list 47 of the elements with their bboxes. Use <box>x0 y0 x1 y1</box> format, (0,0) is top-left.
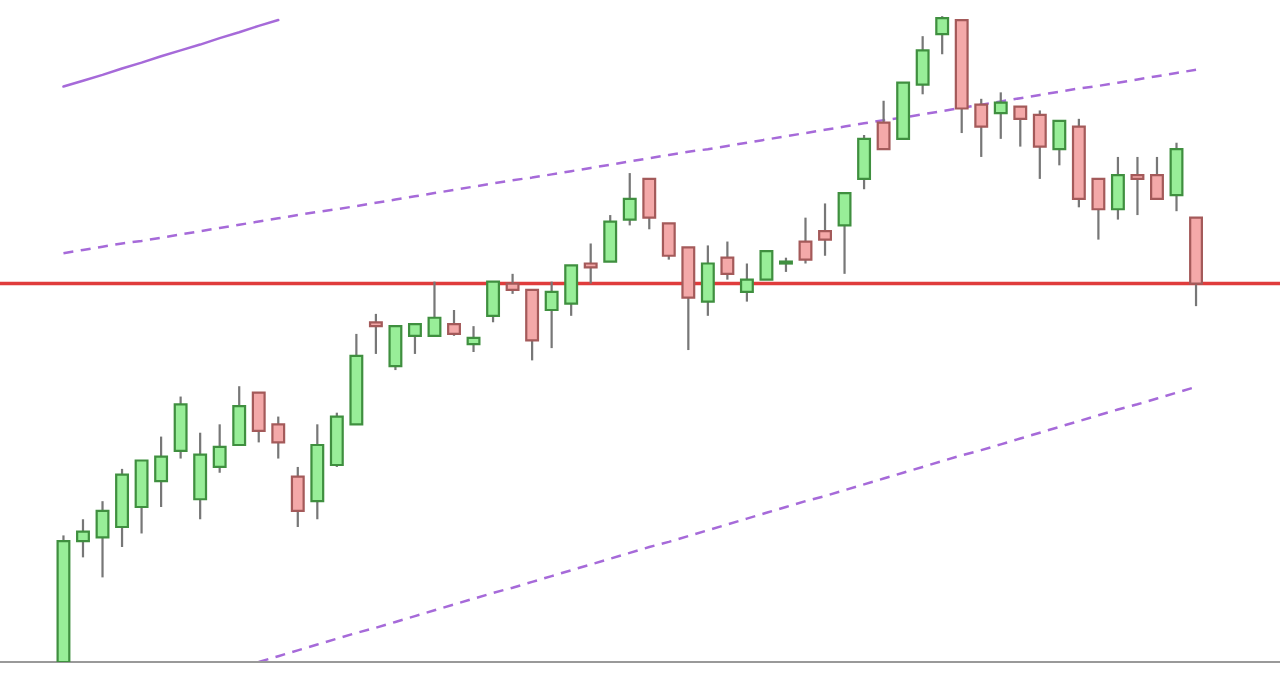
candlestick <box>1091 177 1106 241</box>
candlestick <box>544 280 559 350</box>
candlestick <box>876 99 891 151</box>
candlestick <box>603 213 618 263</box>
candlestick <box>1013 105 1028 148</box>
candlestick <box>857 133 872 191</box>
candlestick <box>622 171 637 227</box>
candlestick <box>564 264 579 317</box>
candlestick <box>700 244 715 317</box>
candlestick <box>251 391 266 444</box>
candlestick <box>95 500 110 579</box>
candlestick <box>720 240 735 281</box>
candlestick <box>993 91 1008 140</box>
candlestick <box>154 435 169 509</box>
candlestick <box>661 222 676 261</box>
candlestick <box>974 97 989 159</box>
candlestick <box>1169 141 1184 213</box>
candlestick <box>76 518 90 559</box>
candlestick <box>798 216 813 265</box>
candlestick <box>368 312 383 356</box>
candlestick <box>486 280 501 324</box>
candlestick <box>505 272 520 295</box>
candlestick <box>1150 155 1164 201</box>
candlestick <box>935 15 950 56</box>
candlestick <box>818 202 832 257</box>
candlestick <box>1052 119 1067 167</box>
candlestick <box>134 459 149 535</box>
candlestick <box>1032 109 1047 181</box>
candlestick <box>915 35 930 96</box>
candlestick <box>173 395 188 460</box>
candlestick <box>193 431 208 521</box>
candlestick <box>739 262 754 303</box>
candlestick <box>271 415 286 460</box>
candlestick <box>759 250 774 281</box>
candlestick <box>447 308 461 337</box>
candlestick <box>837 192 852 275</box>
candlestick <box>232 385 247 447</box>
candlestick <box>290 465 305 529</box>
candlestick <box>583 242 598 285</box>
candlestick <box>388 325 403 372</box>
candlestick <box>407 323 422 356</box>
candlestick <box>642 177 657 231</box>
candlestick <box>466 325 481 354</box>
candlestick <box>1130 155 1145 217</box>
candlestick <box>427 280 442 337</box>
candlestick <box>1110 155 1125 221</box>
candlestick <box>212 423 227 474</box>
